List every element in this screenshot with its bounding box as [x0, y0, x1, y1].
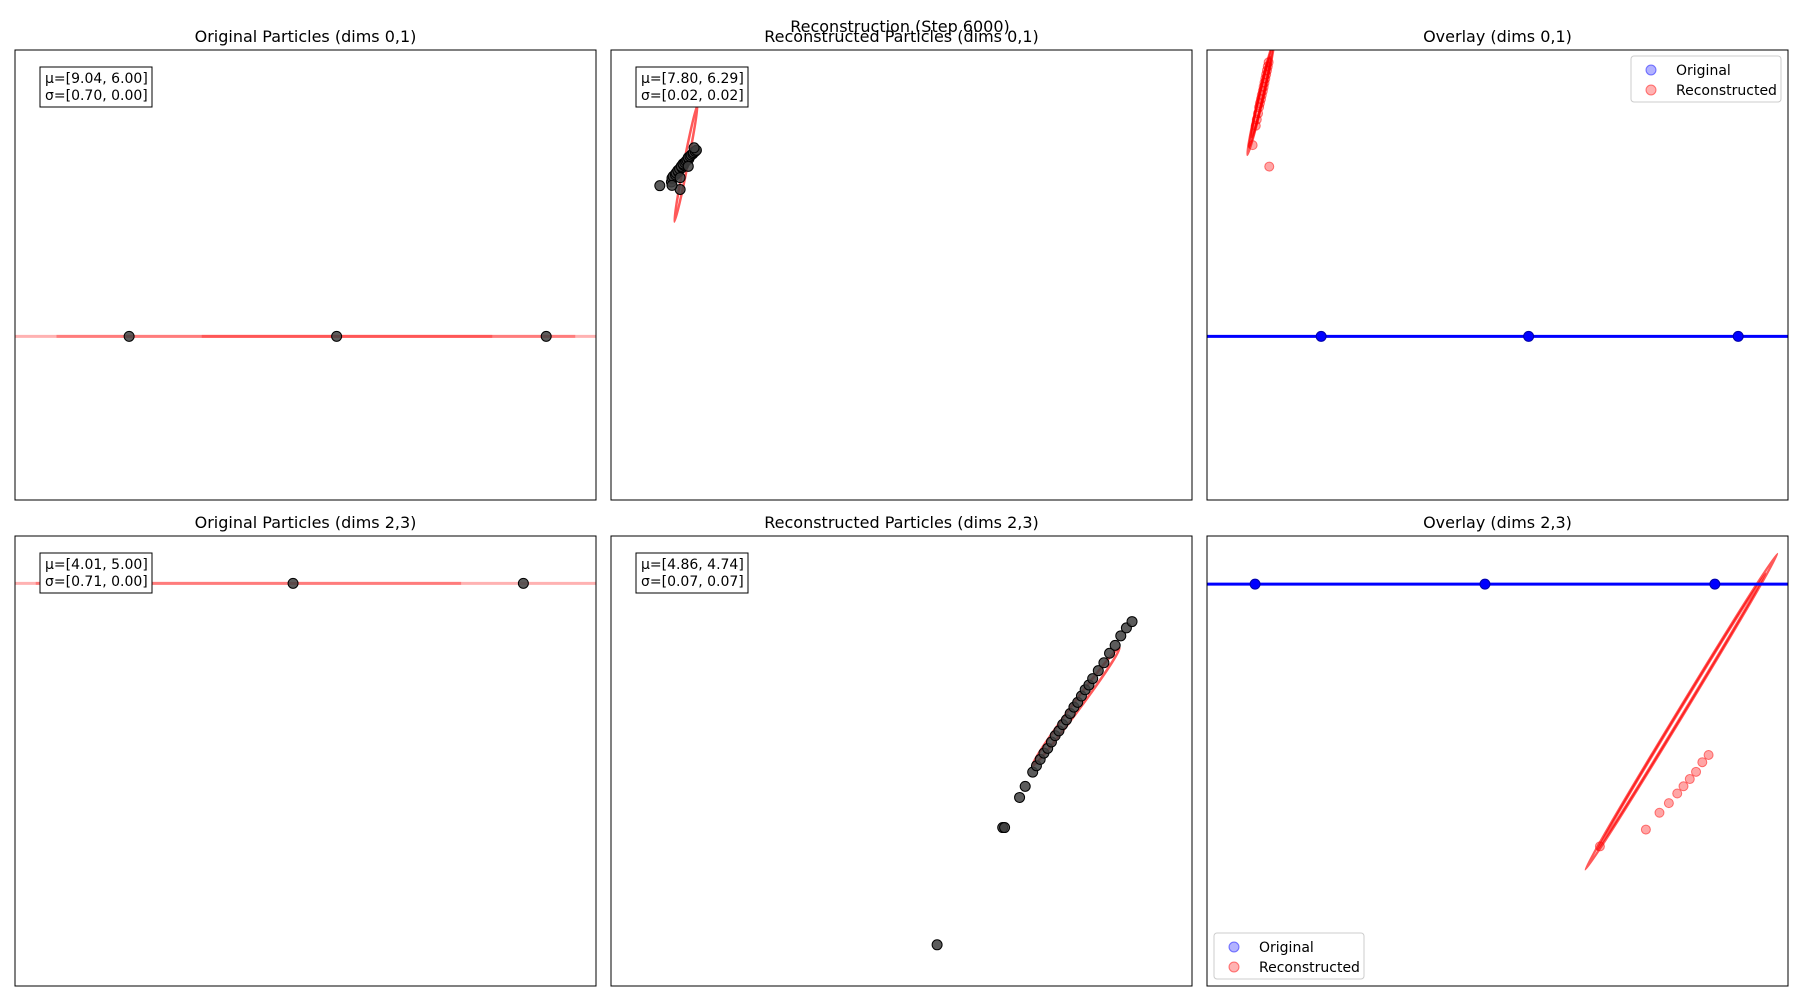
- reconstructed-point: [1251, 114, 1262, 125]
- reconstructed-point: [1703, 749, 1714, 760]
- stats-mean: μ=[7.80, 6.29]: [641, 71, 744, 87]
- plot-frame: [14, 535, 597, 987]
- reconstructed-point: [1640, 824, 1651, 835]
- particle-point: [540, 330, 552, 342]
- particle-point: [999, 822, 1011, 834]
- stats-sigma: σ=[0.07, 0.07]: [641, 574, 744, 590]
- plot-area: [1207, 552, 1788, 871]
- legend-reconstructed-marker: [1645, 84, 1657, 96]
- subplot-title: Original Particles (dims 0,1): [195, 27, 417, 46]
- subplot-title: Overlay (dims 2,3): [1423, 513, 1572, 532]
- covariance-ellipse: [1596, 572, 1767, 851]
- reconstructed-point: [1697, 757, 1708, 768]
- original-point: [1479, 578, 1491, 590]
- legend-box: [1213, 932, 1365, 980]
- reconstructed-point: [1594, 841, 1605, 852]
- original-point: [1732, 330, 1744, 342]
- reconstructed-point: [1250, 120, 1261, 131]
- legend-reconstructed-label: Reconstructed: [1259, 960, 1360, 976]
- subplot-3: Original Particles (dims 2,3) μ=[4.01, 5.…: [14, 513, 597, 987]
- original-point: [1709, 578, 1721, 590]
- particle-point: [688, 142, 700, 154]
- particle-point: [1115, 630, 1127, 642]
- reconstructed-point: [1672, 788, 1683, 799]
- stats-sigma: σ=[0.70, 0.00]: [45, 88, 148, 104]
- particle-point: [666, 179, 678, 191]
- plot-area: [1207, 50, 1788, 342]
- particle-point: [1104, 647, 1116, 659]
- particle-point: [1126, 616, 1138, 628]
- covariance-ellipse: [1250, 55, 1272, 139]
- subplot-4: Reconstructed Particles (dims 2,3) μ=[4.8…: [610, 513, 1193, 987]
- subplot-title: Reconstructed Particles (dims 0,1): [764, 27, 1039, 46]
- reconstructed-point: [1691, 766, 1702, 777]
- stats-box: [635, 66, 749, 108]
- stats-mean: μ=[4.86, 4.74]: [641, 557, 744, 573]
- reconstructed-point: [1253, 108, 1264, 119]
- original-point: [1523, 330, 1535, 342]
- legend-box: [1630, 55, 1782, 103]
- original-point: [1249, 578, 1261, 590]
- legend-original-marker: [1645, 64, 1657, 76]
- stats-box: [39, 552, 153, 594]
- particle-point: [1019, 780, 1031, 792]
- particle-point: [331, 330, 343, 342]
- particle-point: [123, 330, 135, 342]
- plot-area: [931, 616, 1138, 951]
- reconstructed-point: [1654, 807, 1665, 818]
- legend-reconstructed-marker: [1228, 961, 1240, 973]
- subplot-0: Original Particles (dims 0,1) μ=[9.04, 6.…: [14, 27, 597, 501]
- plot-frame: [14, 49, 597, 501]
- stats-box: [39, 66, 153, 108]
- plot-frame: [1206, 49, 1789, 501]
- plot-frame: [610, 49, 1193, 501]
- legend-original-label: Original: [1676, 63, 1731, 79]
- subplot-2: Overlay (dims 0,1) Original Reconstructed: [1206, 27, 1789, 501]
- legend-original-marker: [1228, 941, 1240, 953]
- plot-frame: [1206, 535, 1789, 987]
- particle-point: [1014, 791, 1026, 803]
- subplot-title: Overlay (dims 0,1): [1423, 27, 1572, 46]
- figure-title: Reconstruction (Step 6000): [790, 17, 1010, 36]
- reconstructed-point: [1264, 161, 1275, 172]
- subplot-title: Original Particles (dims 2,3): [195, 513, 417, 532]
- plot-frame: [610, 535, 1193, 987]
- reconstructed-point: [1684, 774, 1695, 785]
- stats-box: [635, 552, 749, 594]
- stats-sigma: σ=[0.02, 0.02]: [641, 88, 744, 104]
- subplot-title: Reconstructed Particles (dims 2,3): [764, 513, 1039, 532]
- particle-point: [1087, 673, 1099, 685]
- subplot-5: Overlay (dims 2,3) Original Reconstructed: [1206, 513, 1789, 987]
- stats-sigma: σ=[0.71, 0.00]: [45, 574, 148, 590]
- legend-original-label: Original: [1259, 940, 1314, 956]
- plot-area: [654, 103, 702, 223]
- particle-point: [287, 577, 299, 589]
- stats-mean: μ=[9.04, 6.00]: [45, 71, 148, 87]
- reconstructed-point: [1263, 57, 1274, 68]
- particle-point: [1098, 657, 1110, 669]
- reconstructed-point: [1247, 140, 1258, 151]
- particle-point: [517, 577, 529, 589]
- particle-point: [654, 180, 666, 192]
- original-point: [1315, 330, 1327, 342]
- particle-point: [1092, 665, 1104, 677]
- reconstructed-point: [1678, 781, 1689, 792]
- stats-mean: μ=[4.01, 5.00]: [45, 557, 148, 573]
- particle-point: [674, 172, 686, 184]
- reconstructed-point: [1663, 798, 1674, 809]
- subplot-1: Reconstructed Particles (dims 0,1) μ=[7.8…: [610, 27, 1193, 501]
- particle-point: [1109, 639, 1121, 651]
- legend-reconstructed-label: Reconstructed: [1676, 83, 1777, 99]
- plot-area: [15, 330, 596, 342]
- particle-point: [931, 939, 943, 951]
- particle-point: [682, 160, 694, 172]
